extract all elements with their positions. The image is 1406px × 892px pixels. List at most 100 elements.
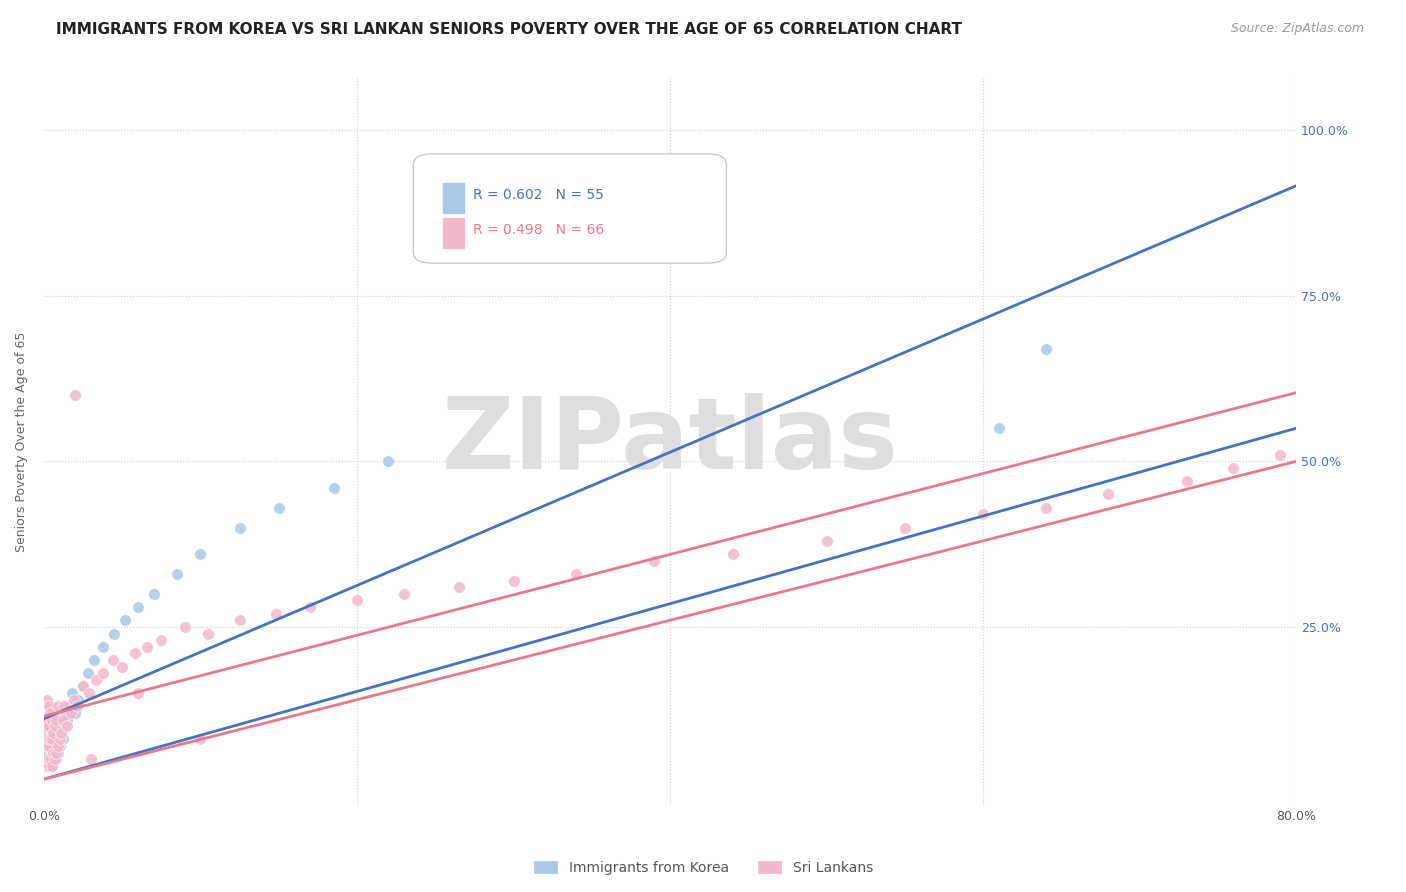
Point [76, 666, 98, 681]
Point [62, 692, 84, 706]
Point [972, 508, 994, 522]
Point [38, 759, 60, 773]
Point [38, 699, 60, 714]
Point [52, 732, 75, 747]
Point [190, 732, 212, 747]
Point [721, 547, 744, 561]
Point [643, 554, 665, 568]
Point [114, 613, 136, 627]
Point [65, 388, 87, 402]
Point [42, 726, 65, 740]
Point [173, 620, 195, 634]
Text: IMMIGRANTS FROM KOREA VS SRI LANKAN SENIORS POVERTY OVER THE AGE OF 65 CORRELATI: IMMIGRANTS FROM KOREA VS SRI LANKAN SENI… [56, 22, 962, 37]
Point [56, 719, 79, 733]
Point [48, 739, 70, 753]
Point [93, 666, 115, 681]
Point [894, 520, 917, 534]
Point [150, 633, 173, 648]
Point [39, 732, 62, 747]
Point [38, 719, 60, 733]
Point [111, 659, 134, 673]
Point [46, 746, 69, 760]
Point [45, 713, 67, 727]
Point [447, 580, 470, 594]
Point [228, 520, 250, 534]
Text: R = 0.498   N = 66: R = 0.498 N = 66 [474, 223, 605, 237]
Point [987, 421, 1010, 435]
Point [58, 699, 80, 714]
Point [80, 752, 103, 766]
Point [1175, 475, 1198, 489]
Point [34, 719, 56, 733]
Text: Source: ZipAtlas.com: Source: ZipAtlas.com [1230, 22, 1364, 36]
Point [45, 732, 67, 747]
Point [1035, 500, 1057, 515]
Point [42, 746, 65, 760]
Point [46, 699, 69, 714]
Point [197, 626, 219, 640]
Point [56, 713, 79, 727]
Point [228, 613, 250, 627]
Point [41, 759, 63, 773]
Point [41, 732, 63, 747]
Point [37, 713, 59, 727]
FancyBboxPatch shape [441, 182, 464, 214]
Text: R = 0.602   N = 55: R = 0.602 N = 55 [474, 188, 605, 202]
Point [59, 706, 82, 720]
Text: ZIPatlas: ZIPatlas [441, 393, 898, 490]
Point [84, 673, 107, 687]
Legend: Immigrants from Korea, Sri Lankans: Immigrants from Korea, Sri Lankans [527, 855, 879, 880]
Point [42, 732, 65, 747]
Point [39, 752, 62, 766]
Point [322, 481, 344, 495]
Point [45, 752, 67, 766]
Point [72, 680, 94, 694]
Point [264, 607, 287, 621]
Point [34, 732, 56, 747]
Point [127, 600, 149, 615]
Point [38, 746, 60, 760]
Point [46, 719, 69, 733]
Point [46, 739, 69, 753]
Point [346, 593, 368, 607]
Point [166, 566, 188, 581]
Point [38, 732, 60, 747]
Point [103, 626, 125, 640]
Point [51, 726, 73, 740]
Point [52, 713, 75, 727]
Point [42, 752, 65, 766]
Point [48, 732, 70, 747]
Point [34, 759, 56, 773]
Point [48, 713, 70, 727]
Point [37, 752, 59, 766]
Point [39, 752, 62, 766]
Point [190, 547, 212, 561]
Point [38, 719, 60, 733]
Point [565, 566, 588, 581]
Point [44, 726, 66, 740]
Point [53, 719, 76, 733]
Point [37, 752, 59, 766]
Point [41, 726, 63, 740]
Point [83, 653, 105, 667]
Point [34, 746, 56, 760]
Point [39, 719, 62, 733]
Point [44, 719, 66, 733]
Point [45, 746, 67, 760]
Point [37, 726, 59, 740]
Point [51, 726, 73, 740]
Point [815, 533, 838, 548]
Point [38, 759, 60, 773]
Point [37, 732, 59, 747]
Point [127, 686, 149, 700]
Point [101, 653, 124, 667]
Point [44, 706, 66, 720]
Point [38, 699, 60, 714]
Point [60, 686, 83, 700]
Point [136, 640, 159, 654]
Point [502, 574, 524, 588]
Point [44, 752, 66, 766]
Point [41, 713, 63, 727]
Point [72, 680, 94, 694]
Point [1035, 342, 1057, 356]
